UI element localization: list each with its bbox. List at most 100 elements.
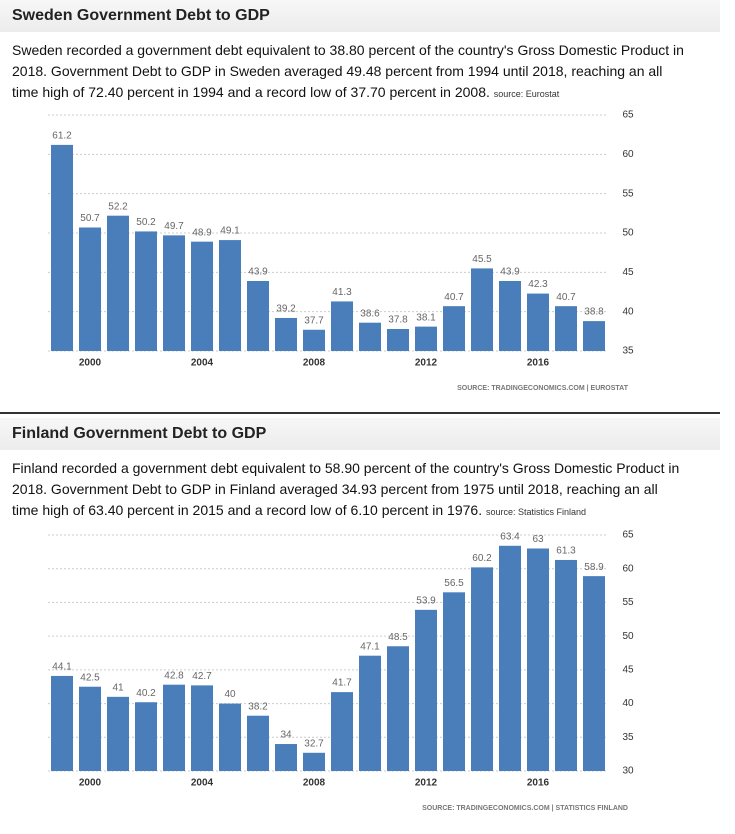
data-label: 61.2	[52, 131, 72, 142]
footer-source: SOURCE: TRADINGECONOMICS.COM | STATISTIC…	[422, 805, 628, 812]
bar	[415, 609, 437, 771]
bar	[387, 328, 409, 351]
data-label: 48.9	[192, 227, 212, 238]
bar	[359, 322, 381, 351]
bar	[219, 703, 241, 771]
bar	[471, 567, 493, 771]
data-label: 37.7	[304, 315, 324, 326]
bar	[135, 702, 157, 771]
data-label: 47.1	[360, 641, 380, 652]
bar	[555, 306, 577, 351]
data-label: 38.8	[584, 307, 604, 318]
bar	[275, 744, 297, 771]
bar	[163, 684, 185, 771]
description-block: Sweden recorded a government debt equiva…	[0, 32, 700, 105]
bar	[331, 692, 353, 771]
data-label: 40.7	[556, 292, 576, 303]
data-label: 41.7	[332, 678, 352, 689]
data-label: 49.7	[164, 221, 184, 232]
bar	[303, 752, 325, 771]
bar	[499, 545, 521, 771]
y-tick-label: 35	[622, 346, 634, 357]
bar	[79, 686, 101, 771]
bar	[555, 559, 577, 771]
data-label: 41	[112, 682, 124, 693]
bar	[191, 685, 213, 771]
data-label: 50.7	[80, 213, 100, 224]
x-tick-label: 2012	[415, 778, 438, 789]
chart: 35 40 45 50 55 60 65 61.2 2000 50.7 52.2 50.2 49.7 20…	[48, 110, 634, 392]
x-tick-label: 2000	[79, 358, 102, 369]
y-tick-label: 50	[622, 228, 634, 239]
data-label: 49.1	[220, 226, 240, 237]
bar	[443, 306, 465, 351]
chart-section: Sweden Government Debt to GDP Sweden rec…	[0, 0, 720, 392]
source: source: Eurostat	[493, 89, 560, 99]
data-label: 52.2	[108, 201, 128, 212]
bar	[443, 592, 465, 771]
chart: 30 35 40 45 50 55 60 65 44.1 2000 42.5 41 40.2 42.8 20…	[48, 530, 634, 812]
y-tick-label: 45	[622, 267, 634, 278]
bar	[471, 268, 493, 351]
data-label: 63	[532, 534, 544, 545]
x-tick-label: 2016	[527, 778, 550, 789]
y-tick-label: 40	[622, 306, 634, 317]
data-label: 60.2	[472, 553, 492, 564]
x-tick-label: 2016	[527, 358, 550, 369]
bar	[219, 240, 241, 351]
data-label: 38.1	[416, 312, 436, 323]
bar	[247, 280, 269, 351]
data-label: 45.5	[472, 254, 492, 265]
x-tick-label: 2008	[303, 358, 326, 369]
bar	[499, 280, 521, 351]
y-tick-label: 55	[622, 188, 634, 199]
data-label: 56.5	[444, 578, 464, 589]
separator	[0, 412, 720, 414]
x-tick-label: 2004	[191, 778, 214, 789]
bar	[107, 215, 129, 351]
data-label: 58.9	[584, 562, 604, 573]
bar	[415, 326, 437, 351]
bar	[303, 329, 325, 351]
description: Finland recorded a government debt equiv…	[12, 460, 680, 518]
x-tick-label: 2004	[191, 358, 214, 369]
data-label: 42.5	[80, 672, 100, 683]
data-label: 40.7	[444, 292, 464, 303]
bar	[387, 646, 409, 771]
data-label: 41.3	[332, 287, 352, 298]
chart-title: Finland Government Debt to GDP	[0, 418, 720, 450]
data-label: 50.2	[136, 217, 156, 228]
bar	[51, 675, 73, 771]
x-tick-label: 2008	[303, 778, 326, 789]
data-label: 37.8	[388, 315, 408, 326]
data-label: 39.2	[276, 304, 296, 315]
data-label: 53.9	[416, 595, 436, 606]
y-tick-label: 55	[622, 597, 634, 608]
bar	[527, 548, 549, 771]
bar	[51, 144, 73, 351]
data-label: 42.8	[164, 670, 184, 681]
footer-source: SOURCE: TRADINGECONOMICS.COM | EUROSTAT	[457, 385, 629, 392]
bar	[583, 576, 605, 771]
data-label: 61.3	[556, 546, 576, 557]
bar	[135, 231, 157, 351]
description: Sweden recorded a government debt equiva…	[12, 42, 684, 100]
bar	[163, 235, 185, 351]
bar	[247, 715, 269, 771]
data-label: 34	[280, 730, 292, 741]
bar	[359, 655, 381, 771]
description-block: Finland recorded a government debt equiv…	[0, 450, 700, 523]
y-tick-label: 60	[622, 149, 634, 160]
y-tick-label: 40	[622, 698, 634, 709]
data-label: 43.9	[500, 267, 520, 278]
source: source: Statistics Finland	[485, 507, 587, 517]
bar	[331, 301, 353, 351]
data-label: 43.9	[248, 267, 268, 278]
chart-title: Sweden Government Debt to GDP	[0, 0, 720, 32]
y-tick-label: 30	[622, 766, 634, 777]
bar	[107, 696, 129, 771]
data-label: 40	[224, 689, 236, 700]
data-label: 38.2	[248, 701, 268, 712]
y-tick-label: 35	[622, 732, 634, 743]
